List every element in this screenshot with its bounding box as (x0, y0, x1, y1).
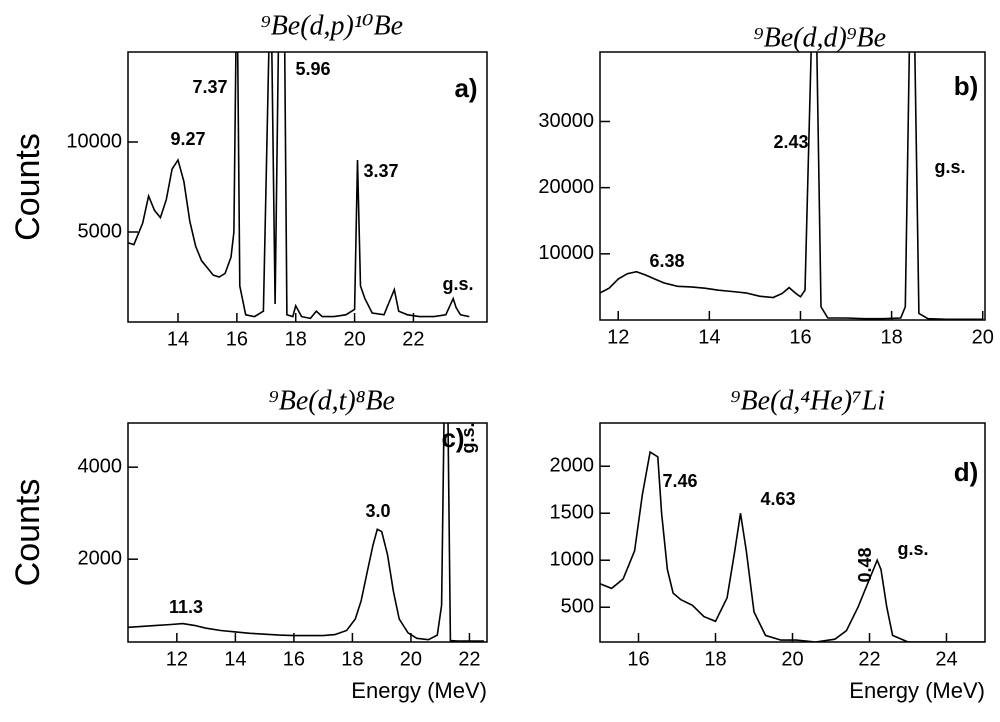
chart-title: ⁹Be(d,t)⁸Be (269, 385, 395, 416)
x-tick-label: 20 (781, 648, 803, 670)
peak-annotation: 5.96 (295, 59, 330, 79)
x-tick-label: 16 (627, 648, 649, 670)
x-tick-label: 18 (880, 326, 902, 348)
peak-annotation: 3.0 (365, 501, 390, 521)
x-tick-label: 14 (167, 328, 189, 350)
x-tick-label: 16 (789, 326, 811, 348)
peak-annotation: g.s. (458, 422, 478, 453)
peak-annotation: 6.38 (649, 251, 684, 271)
y-tick-label: 5000 (78, 220, 123, 242)
peak-annotation: 3.37 (363, 161, 398, 181)
y-axis-label: Counts (9, 133, 47, 241)
x-tick-label: 22 (402, 328, 424, 350)
panel-label: a) (454, 73, 477, 103)
y-tick-label: 30000 (538, 110, 594, 132)
y-tick-label: 2000 (550, 455, 595, 477)
chart-title: ⁹Be(d,d)⁹Be (754, 22, 886, 53)
panel-label: b) (954, 71, 979, 101)
chart-title: ⁹Be(d,p)¹⁰Be (261, 10, 403, 41)
y-tick-label: 1000 (550, 549, 595, 571)
x-tick-label: 20 (400, 648, 422, 670)
y-tick-label: 500 (561, 596, 594, 618)
peak-annotation: 0.48 (855, 547, 875, 582)
peak-annotation: 11.3 (169, 597, 203, 617)
plot-frame (127, 51, 488, 323)
chart-title: ⁹Be(d,⁴He)⁷Li (731, 385, 885, 416)
x-tick-label: 12 (166, 648, 188, 670)
peak-annotation: g.s. (934, 157, 965, 177)
y-tick-label: 10000 (538, 242, 594, 264)
peak-annotation: 7.37 (192, 77, 227, 97)
peak-annotation: 4.63 (760, 489, 795, 509)
spectrum-line (128, 423, 485, 642)
y-axis-label: Counts (9, 479, 47, 587)
x-tick-label: 22 (858, 648, 880, 670)
y-tick-label: 20000 (538, 176, 594, 198)
spectrum-line (600, 52, 983, 320)
plot-frame (599, 51, 986, 321)
spectrum-line (600, 450, 985, 642)
x-tick-label: 14 (698, 326, 720, 348)
x-tick-label: 22 (458, 648, 480, 670)
y-tick-label: 4000 (78, 455, 123, 477)
panel-label: c) (441, 423, 464, 453)
panel-label: d) (954, 457, 979, 487)
x-tick-label: 12 (607, 326, 629, 348)
plot-frame (127, 422, 488, 643)
y-tick-label: 10000 (66, 130, 122, 152)
peak-annotation: g.s. (442, 274, 473, 294)
x-axis-label: Energy (MeV) (351, 678, 487, 703)
x-tick-label: 24 (935, 648, 957, 670)
peak-annotation: 9.27 (170, 129, 205, 149)
peak-annotation: g.s. (897, 539, 928, 559)
y-tick-label: 1500 (550, 502, 595, 524)
x-tick-label: 14 (224, 648, 246, 670)
x-tick-label: 18 (285, 328, 307, 350)
x-tick-label: 20 (972, 326, 994, 348)
x-tick-label: 16 (226, 328, 248, 350)
x-tick-label: 18 (341, 648, 363, 670)
peak-annotation: 7.46 (662, 471, 697, 491)
x-tick-label: 16 (283, 648, 305, 670)
y-tick-label: 2000 (78, 547, 123, 569)
x-tick-label: 20 (343, 328, 365, 350)
x-tick-label: 18 (704, 648, 726, 670)
spectrum-line (128, 52, 470, 320)
x-axis-label: Energy (MeV) (849, 678, 985, 703)
peak-annotation: 2.43 (773, 132, 808, 152)
